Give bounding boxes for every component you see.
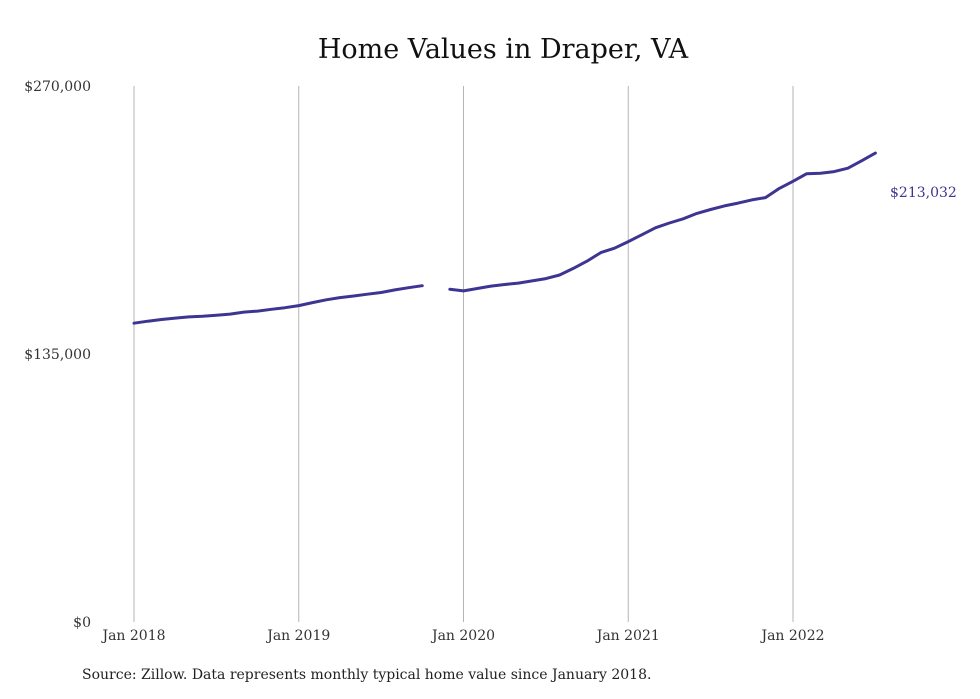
x-tick-label: Jan 2021 [595,628,660,644]
series-home-value [132,151,877,325]
y-axis-tick-labels: $0 $135,000 $270,000 [24,79,91,631]
x-tick-label: Jan 2019 [265,628,330,644]
end-value-label: $213,032 [890,185,957,201]
chart-title: Home Values in Draper, VA [318,34,689,65]
y-tick-label: $270,000 [24,79,91,95]
x-axis-tick-labels: Jan 2018 Jan 2019 Jan 2020 Jan 2021 Jan 2022 [100,628,824,644]
vertical-gridlines [133,86,794,622]
source-note: Source: Zillow. Data represents monthly … [82,667,652,683]
y-tick-label: $135,000 [24,347,91,363]
x-tick-label: Jan 2018 [100,628,165,644]
series-line-segment-2 [448,151,877,293]
series-line-segment-1 [132,284,424,325]
x-tick-label: Jan 2022 [759,628,824,644]
y-tick-label: $0 [73,615,91,631]
x-tick-label: Jan 2020 [430,628,495,644]
line-chart: Home Values in Draper, VA $0 $135,000 $270… [24,34,957,644]
